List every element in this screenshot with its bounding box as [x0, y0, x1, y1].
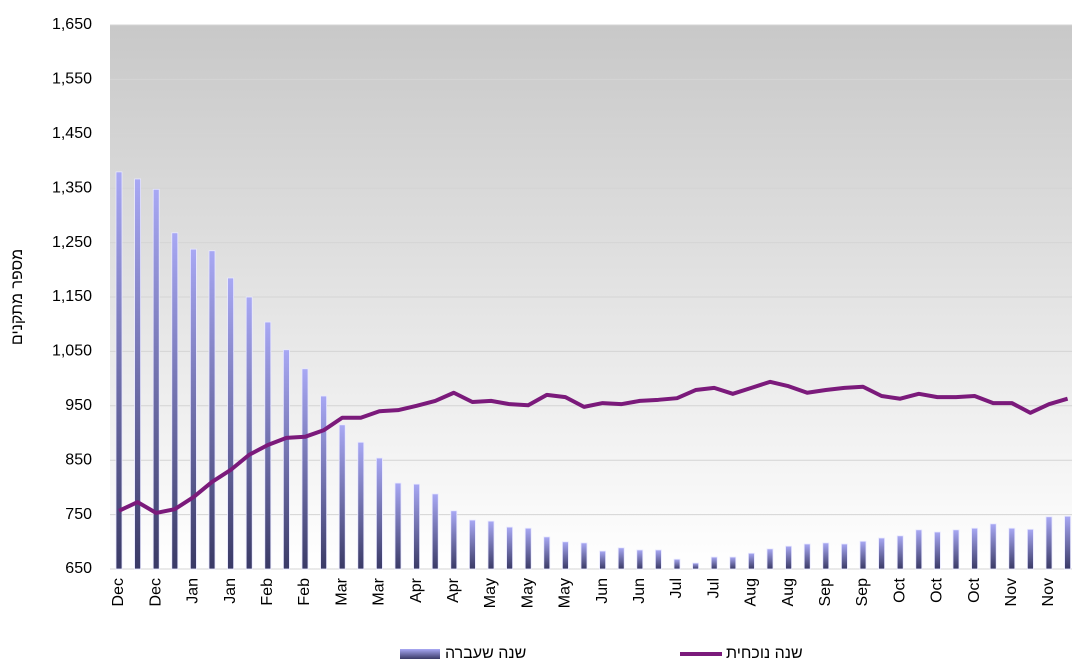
bar [748, 552, 755, 570]
y-axis-label: מספר מתקנים [9, 249, 26, 345]
x-tick-label: Jul [668, 578, 685, 598]
bar [617, 547, 625, 570]
bar [506, 526, 514, 570]
x-tick-label: Oct [891, 577, 908, 602]
line [118, 379, 1069, 515]
x-tick-label: Jan [185, 578, 202, 604]
bar [431, 493, 439, 570]
x-tick-label: Feb [259, 578, 276, 606]
bar [115, 171, 123, 570]
bar [636, 549, 644, 570]
bar [152, 188, 160, 570]
bar [952, 529, 960, 570]
bar [301, 368, 309, 570]
x-tick-label: Feb [296, 578, 313, 606]
bar [245, 296, 253, 570]
x-tick-label: May [482, 578, 499, 608]
bar [673, 558, 681, 570]
bar [803, 543, 811, 570]
x-tick-label: Jun [594, 578, 611, 604]
bar [859, 540, 867, 570]
bar [227, 277, 235, 570]
bar [450, 510, 458, 570]
x-tick-label: Nov [1040, 578, 1057, 606]
bar [785, 545, 792, 570]
y-tick-label: 1,150 [52, 288, 92, 305]
bar [208, 250, 216, 570]
x-tick-label: Jan [222, 578, 239, 604]
bar [189, 248, 197, 570]
bar [543, 536, 551, 570]
legend-label: שנה נוכחית [726, 645, 803, 662]
x-tick-label: Apr [408, 577, 425, 603]
x-tick-label: May [519, 578, 536, 608]
legend-label: שנה שעברה [445, 645, 526, 662]
x-tick-label: Mar [333, 577, 350, 605]
bar [375, 457, 383, 570]
y-tick-label: 1,650 [52, 16, 92, 33]
x-tick-label: Dec [110, 578, 127, 606]
bar [487, 520, 495, 570]
x-tick-label: Aug [780, 578, 797, 606]
y-tick-label: 1,550 [52, 71, 92, 88]
bar [1027, 528, 1034, 570]
x-tick-label: Sep [817, 578, 834, 607]
bar [915, 529, 923, 570]
legend-swatch [400, 649, 440, 659]
y-tick-label: 1,450 [52, 125, 92, 142]
bar [971, 527, 978, 570]
bar [692, 562, 699, 570]
bar [766, 548, 774, 570]
bar [989, 523, 997, 570]
x-tick-label: Oct [929, 577, 946, 602]
bar [822, 542, 830, 570]
bar [1008, 527, 1016, 570]
bar [729, 556, 737, 570]
bar [580, 542, 588, 570]
x-tick-label: May [557, 578, 574, 608]
bar [338, 424, 346, 570]
bar [282, 349, 290, 570]
y-tick-label: 1,050 [52, 343, 92, 360]
bar [655, 549, 662, 570]
bar [562, 541, 569, 570]
x-tick-label: Dec [147, 578, 164, 606]
y-tick-label: 1,350 [52, 179, 92, 196]
bar [710, 556, 718, 570]
bar [1045, 516, 1053, 570]
x-tick-label: Jul [705, 578, 722, 598]
x-tick-label: Jun [631, 578, 648, 604]
x-tick-label: Mar [371, 577, 388, 605]
bar [357, 441, 365, 570]
bar [320, 395, 328, 570]
x-tick-label: Apr [445, 577, 462, 603]
y-tick-label: 950 [65, 397, 92, 414]
bar [934, 531, 941, 570]
bar [524, 527, 532, 570]
x-tick-label: Oct [966, 577, 983, 602]
bar [134, 178, 142, 570]
x-tick-label: Sep [854, 578, 871, 607]
bar [878, 537, 885, 570]
bar [896, 535, 904, 570]
bar [468, 519, 476, 570]
bar [1064, 515, 1071, 570]
bar [599, 550, 606, 570]
bar [413, 483, 421, 570]
x-tick-label: Nov [1003, 578, 1020, 606]
bar [394, 482, 402, 570]
y-tick-label: 850 [65, 451, 92, 468]
x-tick-label: Aug [743, 578, 760, 606]
bar [171, 232, 179, 570]
y-tick-label: 750 [65, 506, 92, 523]
bar [841, 543, 848, 570]
y-tick-label: 650 [65, 560, 92, 577]
y-tick-label: 1,250 [52, 234, 92, 251]
